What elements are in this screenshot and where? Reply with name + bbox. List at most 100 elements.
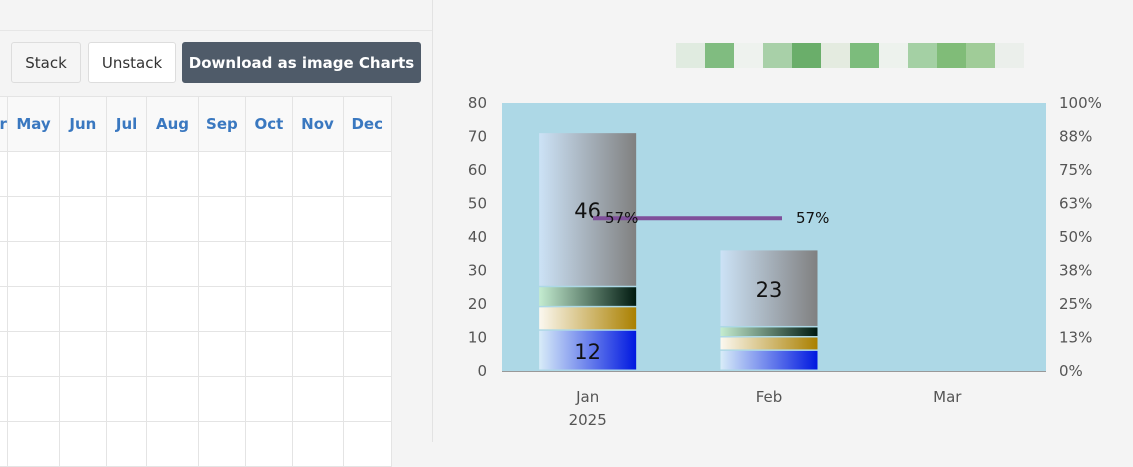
- table-cell[interactable]: [197, 331, 247, 377]
- table-cell[interactable]: [245, 421, 293, 467]
- month-table: r May Jun Jul Aug Sep Oct Nov Dec: [0, 96, 392, 467]
- percent-label: 57%: [605, 209, 638, 227]
- x-tick-label: Jan: [575, 388, 599, 406]
- table-cell[interactable]: [0, 331, 8, 377]
- y2-tick-label: 38%: [1059, 262, 1092, 280]
- table-cell[interactable]: [6, 376, 61, 422]
- y2-tick-label: 13%: [1059, 329, 1092, 347]
- table-cell[interactable]: [342, 151, 392, 197]
- table-cell[interactable]: [146, 376, 199, 422]
- table-row: [0, 241, 392, 287]
- bar-segment-green: [720, 327, 818, 336]
- month-header[interactable]: Nov: [291, 96, 344, 152]
- table-cell[interactable]: [105, 286, 148, 332]
- table-cell[interactable]: [105, 331, 148, 377]
- x-tick-label: Feb: [756, 388, 783, 406]
- table-cell[interactable]: [197, 286, 247, 332]
- y-tick-label: 70: [468, 128, 487, 146]
- table-cell[interactable]: [291, 376, 344, 422]
- table-cell[interactable]: [6, 196, 61, 242]
- table-cell[interactable]: [291, 331, 344, 377]
- y-tick-label: 60: [468, 161, 487, 179]
- table-cell[interactable]: [59, 331, 107, 377]
- y2-tick-label: 63%: [1059, 195, 1092, 213]
- table-cell[interactable]: [59, 241, 107, 287]
- y2-tick-label: 25%: [1059, 295, 1092, 313]
- bar-segment-gray: [539, 133, 637, 286]
- table-cell[interactable]: [342, 241, 392, 287]
- unstack-button[interactable]: Unstack: [88, 42, 176, 83]
- table-cell[interactable]: [105, 241, 148, 287]
- table-cell[interactable]: [245, 331, 293, 377]
- table-cell[interactable]: [59, 286, 107, 332]
- table-cell[interactable]: [291, 196, 344, 242]
- table-cell[interactable]: [0, 376, 8, 422]
- table-cell[interactable]: [342, 421, 392, 467]
- month-header[interactable]: Aug: [146, 96, 199, 152]
- table-cell[interactable]: [0, 421, 8, 467]
- table-cell[interactable]: [197, 241, 247, 287]
- table-cell[interactable]: [146, 421, 199, 467]
- table-cell[interactable]: [105, 376, 148, 422]
- table-cell[interactable]: [197, 421, 247, 467]
- month-header[interactable]: Dec: [342, 96, 392, 152]
- table-row: [0, 421, 392, 467]
- table-cell[interactable]: [6, 331, 61, 377]
- y2-tick-label: 88%: [1059, 128, 1092, 146]
- table-cell[interactable]: [59, 376, 107, 422]
- y-tick-label: 0: [477, 362, 487, 380]
- stack-button[interactable]: Stack: [11, 42, 81, 83]
- month-header[interactable]: Sep: [197, 96, 247, 152]
- table-cell[interactable]: [342, 286, 392, 332]
- month-header[interactable]: Oct: [245, 96, 293, 152]
- table-cell[interactable]: [342, 196, 392, 242]
- table-cell[interactable]: [0, 286, 8, 332]
- table-cell[interactable]: [6, 151, 61, 197]
- table-cell[interactable]: [197, 151, 247, 197]
- table-cell[interactable]: [105, 421, 148, 467]
- table-cell[interactable]: [0, 241, 8, 287]
- table-cell[interactable]: [245, 376, 293, 422]
- table-cell[interactable]: [59, 196, 107, 242]
- y-tick-label: 10: [468, 329, 487, 347]
- data-table-panel: Stack Unstack Download as image Charts r…: [0, 0, 433, 467]
- table-cell[interactable]: [146, 286, 199, 332]
- table-cell[interactable]: [146, 151, 199, 197]
- table-cell[interactable]: [0, 196, 8, 242]
- table-cell[interactable]: [59, 421, 107, 467]
- table-cell[interactable]: [6, 421, 61, 467]
- table-cell[interactable]: [245, 286, 293, 332]
- month-header[interactable]: May: [6, 96, 61, 152]
- table-cell[interactable]: [291, 241, 344, 287]
- table-cell[interactable]: [105, 196, 148, 242]
- table-cell[interactable]: [146, 196, 199, 242]
- table-cell[interactable]: [245, 241, 293, 287]
- month-header[interactable]: r: [0, 96, 8, 152]
- table-cell[interactable]: [59, 151, 107, 197]
- y2-tick-label: 50%: [1059, 228, 1092, 246]
- table-cell[interactable]: [342, 376, 392, 422]
- table-cell[interactable]: [245, 151, 293, 197]
- month-header[interactable]: Jul: [105, 96, 148, 152]
- bar-segment-gray: [720, 250, 818, 326]
- table-cell[interactable]: [105, 151, 148, 197]
- toolbar: Stack Unstack Download as image Charts: [0, 30, 432, 97]
- download-image-button[interactable]: Download as image Charts: [182, 42, 421, 83]
- table-row: [0, 376, 392, 422]
- bar-segment-green: [539, 287, 637, 306]
- table-cell[interactable]: [6, 241, 61, 287]
- table-cell[interactable]: [6, 286, 61, 332]
- table-cell[interactable]: [245, 196, 293, 242]
- table-cell[interactable]: [197, 196, 247, 242]
- x-tick-sublabel: 2025: [569, 411, 607, 429]
- table-cell[interactable]: [291, 286, 344, 332]
- table-cell[interactable]: [342, 331, 392, 377]
- bar-segment-gold: [539, 307, 637, 330]
- table-cell[interactable]: [291, 151, 344, 197]
- table-cell[interactable]: [146, 241, 199, 287]
- table-cell[interactable]: [197, 376, 247, 422]
- table-cell[interactable]: [146, 331, 199, 377]
- month-header[interactable]: Jun: [59, 96, 107, 152]
- table-cell[interactable]: [0, 151, 8, 197]
- table-cell[interactable]: [291, 421, 344, 467]
